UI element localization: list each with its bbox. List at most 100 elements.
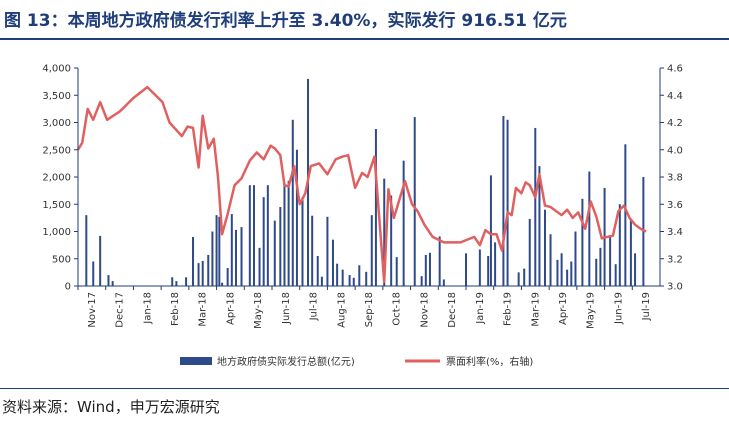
right-tick-label: 3.6 xyxy=(667,200,683,211)
bar-series xyxy=(85,78,645,287)
issuance-bar xyxy=(226,268,229,286)
issuance-bar xyxy=(489,175,492,286)
issuance-bar xyxy=(240,227,243,286)
x-tick-label: Aug-18 xyxy=(336,292,347,328)
source-rule xyxy=(0,388,729,389)
left-tick-label: 2,500 xyxy=(42,145,71,156)
x-tick-label: May-18 xyxy=(253,292,264,329)
issuance-bar xyxy=(279,206,282,286)
issuance-bar xyxy=(218,216,221,286)
issuance-bar xyxy=(478,249,481,286)
right-tick-label: 3.0 xyxy=(667,282,683,293)
issuance-bar xyxy=(283,185,286,286)
x-tick-label: Oct-18 xyxy=(392,292,403,326)
issuance-bar xyxy=(215,215,218,286)
issuance-bar xyxy=(370,215,373,286)
issuance-bar xyxy=(438,236,441,286)
issuance-bar xyxy=(311,215,314,286)
issuance-bar xyxy=(570,261,573,286)
right-tick-label: 4.2 xyxy=(667,118,683,129)
issuance-bar xyxy=(262,197,265,286)
x-tick-label: Apr-19 xyxy=(558,292,569,325)
right-tick-label: 4.6 xyxy=(667,64,683,75)
x-tick-label: May-19 xyxy=(586,292,597,329)
issuance-bar xyxy=(609,236,612,286)
issuance-bar xyxy=(402,160,405,286)
right-tick-label: 4.0 xyxy=(667,145,683,156)
x-tick-label: Jul-18 xyxy=(309,292,320,321)
x-tick-label: Jan-19 xyxy=(475,292,486,325)
issuance-bar xyxy=(295,149,298,286)
chart-title: 图 13：本周地方政府债发行利率上升至 3.40%，实际发行 916.51 亿元 xyxy=(4,11,567,31)
issuance-bar xyxy=(266,185,269,286)
issuance-bar xyxy=(301,197,304,286)
issuance-bar xyxy=(230,214,233,286)
legend-bar-swatch xyxy=(180,357,212,365)
issuance-bar xyxy=(99,235,102,286)
issuance-bar xyxy=(566,269,569,286)
left-tick-label: 3,000 xyxy=(42,118,71,129)
issuance-bar xyxy=(252,185,255,286)
legend-line-label: 票面利率(%，右轴) xyxy=(446,355,533,368)
x-tick-label: Mar-18 xyxy=(198,292,209,327)
issuance-bar xyxy=(175,281,178,286)
issuance-bar xyxy=(248,185,251,286)
issuance-bar xyxy=(549,234,552,286)
x-tick-label: Nov-17 xyxy=(87,292,98,328)
issuance-bar xyxy=(538,166,541,286)
issuance-bar xyxy=(487,256,490,286)
issuance-bar xyxy=(352,277,355,286)
issuance-bar xyxy=(374,129,377,286)
issuance-bar xyxy=(273,220,276,286)
issuance-bar xyxy=(171,277,174,286)
issuance-bar xyxy=(560,253,563,286)
issuance-bar xyxy=(221,282,224,286)
issuance-bar xyxy=(348,275,351,286)
issuance-bar xyxy=(523,268,526,286)
issuance-bar xyxy=(258,247,261,286)
left-tick-label: 4,000 xyxy=(42,64,71,75)
issuance-bar xyxy=(207,254,210,286)
issuance-bar xyxy=(543,209,546,286)
issuance-bar xyxy=(365,271,368,286)
issuance-bar xyxy=(424,254,427,286)
issuance-bar xyxy=(574,231,577,286)
left-tick-label: 0 xyxy=(65,282,71,293)
left-tick-label: 500 xyxy=(52,254,71,265)
issuance-bar xyxy=(634,253,637,286)
issuance-bar xyxy=(85,215,88,286)
issuance-bar xyxy=(287,180,290,286)
line-series xyxy=(76,85,647,284)
issuance-bar xyxy=(331,239,334,286)
left-tick-label: 1,500 xyxy=(42,200,71,211)
issuance-bar xyxy=(629,220,632,286)
issuance-bar xyxy=(291,119,294,287)
x-tick-label: Jul-19 xyxy=(641,292,652,321)
issuance-bar xyxy=(556,259,559,286)
x-tick-label: Jan-18 xyxy=(142,292,153,325)
left-tick-label: 3,500 xyxy=(42,91,71,102)
issuance-bar xyxy=(316,256,319,286)
issuance-bar xyxy=(502,115,505,287)
issuance-bar xyxy=(358,265,361,286)
issuance-bar xyxy=(581,198,584,286)
issuance-bar xyxy=(341,269,344,286)
issuance-bar xyxy=(420,276,423,286)
coupon-rate-line xyxy=(76,85,647,284)
right-tick-label: 3.4 xyxy=(667,227,683,238)
x-tick-label: Mar-19 xyxy=(530,292,541,327)
issuance-bar xyxy=(336,263,339,286)
issuance-bar xyxy=(92,261,95,286)
issuance-bar xyxy=(517,272,520,286)
legend: 地方政府债实际发行总额(亿元) 票面利率(%，右轴) xyxy=(180,355,533,368)
issuance-bar xyxy=(234,229,237,286)
issuance-bar xyxy=(528,218,531,286)
left-tick-label: 1,000 xyxy=(42,227,71,238)
issuance-bar xyxy=(494,242,497,286)
issuance-bar xyxy=(442,279,445,286)
issuance-bar xyxy=(395,257,398,286)
title-rule xyxy=(0,38,729,40)
issuance-bar xyxy=(390,195,393,286)
source-note: 资料来源：Wind，申万宏源研究 xyxy=(2,398,220,416)
